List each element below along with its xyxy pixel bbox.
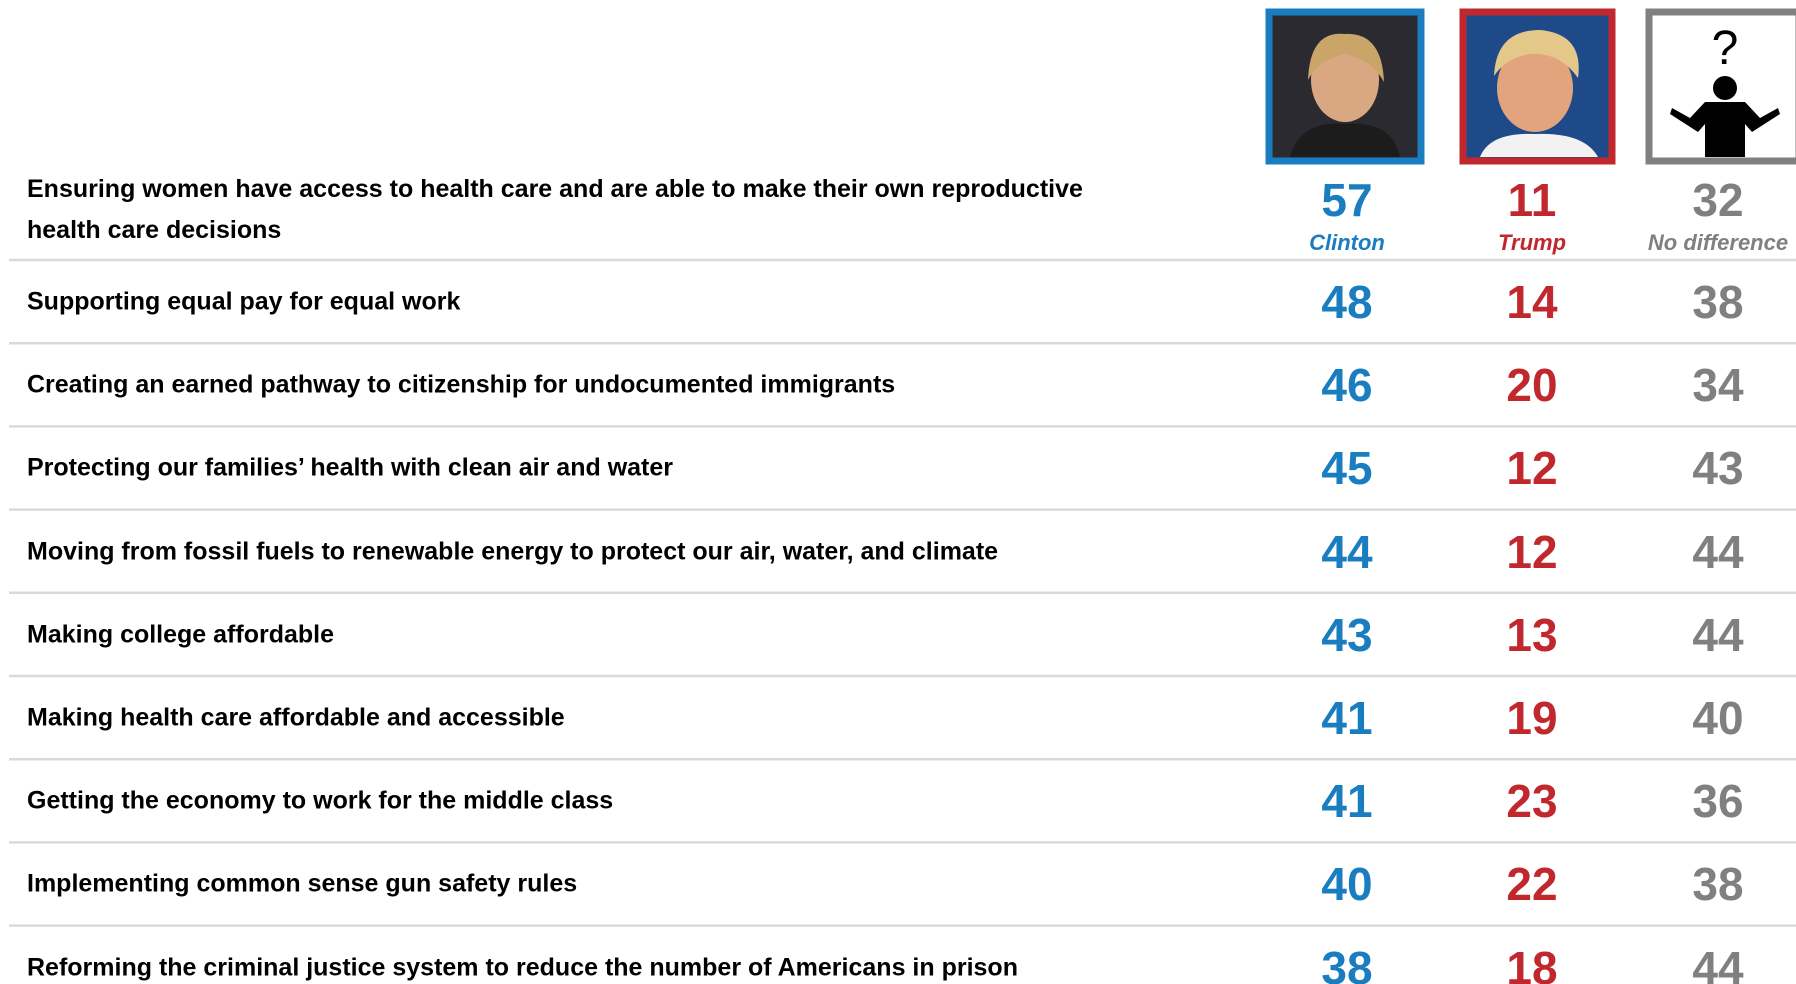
value: 45: [1257, 445, 1437, 491]
value: 22: [1442, 861, 1622, 907]
no-difference-icon: ?: [1649, 12, 1796, 161]
trump-photo: [1463, 12, 1612, 161]
row-label: Getting the economy to work for the midd…: [27, 781, 613, 822]
row-label: Moving from fossil fuels to renewable en…: [27, 531, 998, 572]
column-name: Clinton: [1247, 231, 1447, 255]
value: 44: [1628, 945, 1796, 984]
row-label: Ensuring women have access to health car…: [27, 169, 1147, 251]
value: 14: [1442, 279, 1622, 325]
row-label: Making college affordable: [27, 614, 334, 655]
value: 12: [1442, 445, 1622, 491]
value: 40: [1628, 695, 1796, 741]
row-label: Creating an earned pathway to citizenshi…: [27, 365, 895, 406]
value: 57: [1257, 177, 1437, 223]
column-name: Trump: [1432, 231, 1632, 255]
page: ? Ensuring women have access to health c…: [0, 0, 1796, 984]
value: 44: [1257, 529, 1437, 575]
value: 38: [1257, 945, 1437, 984]
row-label: Reforming the criminal justice system to…: [27, 947, 1018, 984]
value: 44: [1628, 612, 1796, 658]
value: 40: [1257, 861, 1437, 907]
value: 18: [1442, 945, 1622, 984]
value: 32: [1628, 177, 1796, 223]
column-name: No difference: [1618, 231, 1796, 255]
value: 13: [1442, 612, 1622, 658]
value: 46: [1257, 362, 1437, 408]
value: 43: [1257, 612, 1437, 658]
value: 12: [1442, 529, 1622, 575]
value: 41: [1257, 778, 1437, 824]
svg-text:?: ?: [1712, 22, 1739, 75]
value: 38: [1628, 861, 1796, 907]
value: 20: [1442, 362, 1622, 408]
row-label: Supporting equal pay for equal work: [27, 282, 460, 323]
value: 23: [1442, 778, 1622, 824]
value: 41: [1257, 695, 1437, 741]
value: 11: [1442, 177, 1622, 223]
row-label: Implementing common sense gun safety rul…: [27, 864, 577, 905]
clinton-photo: [1269, 12, 1421, 161]
value: 19: [1442, 695, 1622, 741]
value: 36: [1628, 778, 1796, 824]
value: 44: [1628, 529, 1796, 575]
row-label: Protecting our families’ health with cle…: [27, 448, 673, 489]
value: 43: [1628, 445, 1796, 491]
value: 48: [1257, 279, 1437, 325]
value: 34: [1628, 362, 1796, 408]
row-label: Making health care affordable and access…: [27, 698, 565, 739]
value: 38: [1628, 279, 1796, 325]
